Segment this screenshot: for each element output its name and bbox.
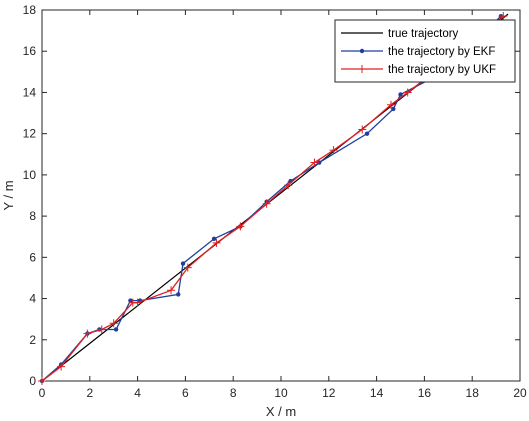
- x-tick-label: 20: [513, 386, 527, 400]
- y-tick-label: 0: [29, 374, 36, 388]
- data-point: [180, 261, 186, 266]
- y-tick-label: 10: [23, 168, 37, 182]
- x-tick-label: 4: [134, 386, 141, 400]
- data-point: [310, 158, 319, 167]
- legend-item: true trajectory: [341, 28, 459, 40]
- y-axis-label: Y / m: [1, 180, 16, 210]
- x-axis-label: X / m: [266, 404, 296, 419]
- legend-label: true trajectory: [388, 28, 459, 40]
- legend-marker: [358, 65, 366, 73]
- data-point: [398, 92, 403, 97]
- y-tick-label: 2: [29, 333, 36, 347]
- data-point: [364, 131, 370, 136]
- x-tick-label: 6: [182, 386, 189, 400]
- data-point: [176, 292, 181, 297]
- data-point: [128, 298, 133, 303]
- x-tick-label: 8: [230, 386, 237, 400]
- y-tick-label: 12: [23, 127, 37, 141]
- y-tick-label: 6: [29, 250, 36, 264]
- data-point: [386, 100, 395, 109]
- legend-item: the trajectory by EKF: [341, 46, 495, 58]
- x-tick-label: 12: [322, 386, 336, 400]
- legend-item: the trajectory by UKF: [341, 64, 496, 76]
- legend: true trajectory the trajectory by EKF the …: [334, 19, 516, 83]
- x-tick-label: 10: [274, 386, 288, 400]
- data-point: [38, 377, 46, 385]
- data-point: [57, 362, 66, 371]
- y-tick-label: 16: [23, 44, 37, 58]
- legend-label: the trajectory by EKF: [388, 46, 495, 58]
- data-point: [113, 327, 119, 332]
- data-point: [262, 199, 271, 208]
- data-point: [97, 325, 106, 334]
- legend-marker: [359, 48, 365, 54]
- x-tick-label: 14: [370, 386, 384, 400]
- data-point: [212, 238, 221, 247]
- data-point: [236, 222, 245, 231]
- data-point: [183, 263, 192, 272]
- data-point: [329, 146, 338, 155]
- legend-label: the trajectory by UKF: [388, 64, 496, 76]
- data-point: [109, 319, 118, 328]
- data-point: [403, 88, 412, 97]
- y-tick-label: 8: [29, 209, 36, 223]
- data-point: [284, 181, 293, 190]
- data-point: [391, 106, 396, 112]
- x-tick-label: 16: [418, 386, 432, 400]
- x-tick-label: 18: [466, 386, 480, 400]
- y-tick-label: 14: [23, 85, 37, 99]
- data-point: [133, 298, 142, 307]
- data-point: [211, 236, 217, 241]
- axis-ticks: 0 2 4 6 8 10 12 14 16 18 20 0 2 4 6 8 10 12 14 16 18: [23, 3, 527, 400]
- data-point: [317, 160, 322, 165]
- data-point: [358, 125, 367, 134]
- x-tick-label: 0: [39, 386, 46, 400]
- y-tick-label: 18: [23, 3, 37, 17]
- data-point: [499, 12, 508, 21]
- data-point: [167, 286, 176, 295]
- data-point: [83, 329, 92, 338]
- y-tick-label: 4: [29, 292, 36, 306]
- x-tick-label: 2: [86, 386, 93, 400]
